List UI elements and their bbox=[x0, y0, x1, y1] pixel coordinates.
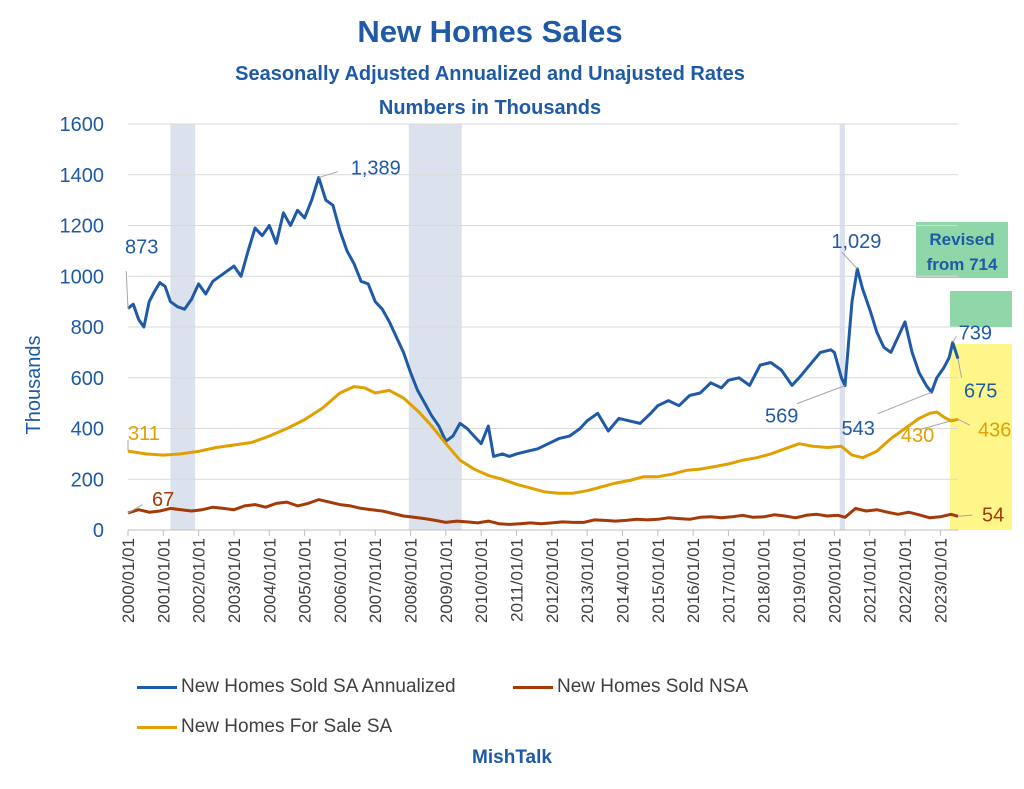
data-label: 436 bbox=[978, 419, 1011, 441]
latest-values-highlight bbox=[950, 344, 1012, 530]
y-tick-label: 1000 bbox=[60, 266, 105, 288]
chart-subtitle: Seasonally Adjusted Annualized and Unaju… bbox=[235, 63, 745, 85]
highlight-layer bbox=[916, 222, 1012, 530]
data-label: 54 bbox=[982, 504, 1004, 526]
legend-label-forsale: New Homes For Sale SA bbox=[181, 716, 393, 737]
y-tick-label: 1600 bbox=[60, 114, 105, 136]
y-tick-label: 400 bbox=[71, 419, 104, 441]
legend-label-nsa: New Homes Sold NSA bbox=[557, 676, 749, 697]
x-tick-label: 2010/01/01 bbox=[472, 538, 491, 623]
leader-line bbox=[125, 271, 129, 309]
x-tick-label: 2004/01/01 bbox=[260, 538, 279, 623]
data-label: 67 bbox=[152, 489, 174, 511]
data-label: 543 bbox=[842, 418, 875, 440]
data-label: 1,029 bbox=[831, 231, 881, 253]
x-tick-label: 2020/01/01 bbox=[825, 538, 844, 623]
y-tick-label: 1400 bbox=[60, 165, 105, 187]
annotation-labels: 873 1,389 1,029 569 543 739 675 311 430 436 67 54 Re… bbox=[125, 158, 1011, 527]
x-tick-label: 2003/01/01 bbox=[225, 538, 244, 623]
data-label: 1,389 bbox=[351, 158, 401, 180]
legend-swatch-forsale bbox=[137, 725, 177, 729]
x-tick-label: 2017/01/01 bbox=[719, 538, 738, 623]
x-tick-label: 2006/01/01 bbox=[331, 538, 350, 623]
x-tick-label: 2019/01/01 bbox=[790, 538, 809, 623]
leader-line bbox=[957, 514, 973, 517]
data-label: 311 bbox=[128, 423, 160, 445]
x-tick-label: 2023/01/01 bbox=[931, 538, 950, 623]
y-tick-label: 0 bbox=[93, 520, 104, 542]
series-line-0 bbox=[127, 176, 960, 458]
x-tick-label: 2009/01/01 bbox=[437, 538, 456, 623]
x-tick-label: 2007/01/01 bbox=[366, 538, 385, 623]
y-tick-label: 800 bbox=[71, 317, 104, 339]
leader-line bbox=[957, 358, 963, 379]
x-tick-label: 2021/01/01 bbox=[861, 538, 880, 623]
x-tick-label: 2014/01/01 bbox=[613, 538, 632, 623]
legend-label-sa: New Homes Sold SA Annualized bbox=[181, 676, 456, 697]
leader-line bbox=[318, 171, 339, 179]
x-tick-label: 2002/01/01 bbox=[190, 538, 209, 623]
gridlines bbox=[128, 123, 958, 531]
y-tick-label: 600 bbox=[71, 368, 104, 390]
data-label: 569 bbox=[765, 406, 798, 428]
revised-callout-line2: from 714 bbox=[927, 255, 998, 274]
x-tick-label: 2018/01/01 bbox=[755, 538, 774, 623]
x-tick-label: 2016/01/01 bbox=[684, 538, 703, 623]
series-lines bbox=[127, 176, 960, 526]
data-label: 739 bbox=[959, 322, 992, 344]
chart-subtitle-units: Numbers in Thousands bbox=[378, 97, 602, 119]
leader-line bbox=[796, 385, 846, 405]
chart-title: New Homes Sales bbox=[357, 14, 623, 49]
legend-item-sa: New Homes Sold SA Annualized bbox=[137, 676, 456, 698]
x-tick-label: 2011/01/01 bbox=[508, 538, 527, 622]
y-tick-label: 1200 bbox=[60, 216, 105, 238]
series-line-1 bbox=[127, 498, 959, 526]
x-tick-label: 2008/01/01 bbox=[402, 538, 421, 623]
data-label: 675 bbox=[964, 381, 997, 403]
x-tick-label: 2015/01/01 bbox=[649, 538, 668, 623]
legend-swatch-sa bbox=[137, 685, 177, 689]
x-tick-label: 2022/01/01 bbox=[896, 538, 915, 623]
revised-callout-box bbox=[916, 222, 1008, 278]
leader-line bbox=[127, 504, 143, 514]
series-line-2 bbox=[127, 385, 959, 495]
x-tick-label: 2005/01/01 bbox=[296, 538, 315, 623]
leader-line bbox=[957, 418, 971, 426]
x-tick-label: 2012/01/01 bbox=[543, 538, 562, 623]
legend-swatch-nsa bbox=[513, 685, 553, 689]
axes: 0 200 400 600 800 1000 1200 1400 1600 2000/01/01 2… bbox=[60, 114, 958, 623]
leader-line bbox=[841, 251, 858, 270]
leader-line bbox=[920, 420, 952, 430]
x-tick-label: 2000/01/01 bbox=[119, 538, 138, 623]
legend-item-nsa: New Homes Sold NSA bbox=[513, 676, 748, 698]
data-label: 430 bbox=[901, 425, 934, 447]
latest-sa-highlight bbox=[950, 291, 1012, 327]
legend-item-forsale: New Homes For Sale SA bbox=[137, 716, 392, 738]
y-axis-label: Thousands bbox=[23, 336, 45, 435]
leader-line bbox=[952, 336, 957, 343]
data-label: 873 bbox=[125, 236, 158, 258]
y-tick-label: 200 bbox=[71, 469, 104, 491]
x-tick-label: 2013/01/01 bbox=[578, 538, 597, 623]
revised-callout-line1: Revised bbox=[929, 230, 994, 249]
source-credit: MishTalk bbox=[472, 747, 552, 768]
leader-line bbox=[877, 391, 932, 415]
x-tick-label: 2001/01/01 bbox=[154, 538, 173, 623]
